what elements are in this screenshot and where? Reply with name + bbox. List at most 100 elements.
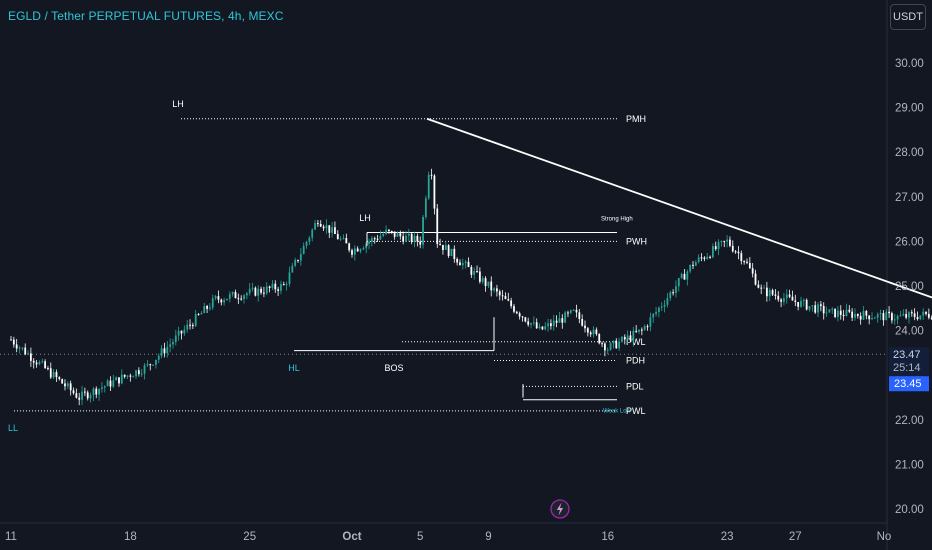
candle — [180, 330, 183, 340]
candle — [763, 284, 765, 289]
candle — [126, 375, 129, 379]
candle — [513, 303, 515, 314]
candle — [586, 326, 589, 337]
candle — [75, 388, 78, 399]
candle — [882, 310, 885, 326]
candle — [240, 295, 243, 301]
candle — [632, 326, 635, 347]
y-tick-label: 26.00 — [895, 236, 924, 248]
level-label: PDH — [626, 355, 645, 365]
currency-button[interactable]: USDT — [890, 4, 926, 30]
candle — [351, 248, 353, 258]
candles-layer — [10, 168, 932, 406]
candle — [271, 279, 274, 291]
candle — [86, 390, 89, 401]
candle — [615, 338, 618, 349]
candle — [66, 381, 69, 390]
candle — [72, 387, 75, 395]
x-tick-label: Oct — [342, 531, 361, 543]
candle — [328, 225, 331, 239]
trendline[interactable] — [426, 117, 932, 389]
candle — [10, 336, 12, 341]
candle — [822, 302, 825, 320]
candle — [524, 316, 527, 323]
candle — [399, 230, 402, 240]
candle — [194, 309, 197, 328]
candle — [353, 245, 356, 261]
candle — [405, 230, 407, 243]
candle — [558, 312, 561, 323]
candle — [220, 298, 223, 306]
candle — [473, 267, 476, 280]
candle — [55, 369, 58, 382]
candle — [365, 241, 368, 254]
candle — [680, 272, 683, 279]
candle — [211, 294, 214, 311]
x-tick-label: 9 — [485, 531, 491, 543]
candle — [703, 256, 706, 262]
candle — [132, 375, 135, 378]
candle — [538, 323, 541, 330]
candle — [191, 322, 194, 329]
x-tick-label: 27 — [789, 531, 802, 543]
time-axis[interactable]: 11 18 25 Oct 5 9 16 23 27 No — [5, 531, 891, 543]
candle — [18, 345, 21, 354]
lightning-icon[interactable] — [550, 499, 570, 519]
candle — [98, 388, 100, 401]
candle — [578, 309, 581, 324]
candle — [120, 369, 123, 385]
candle — [285, 281, 288, 291]
candle — [12, 336, 15, 348]
candle — [27, 350, 29, 356]
y-tick-label: 27.00 — [895, 192, 924, 204]
y-tick-label: 25.00 — [895, 281, 924, 293]
candle — [231, 291, 234, 297]
candle — [183, 325, 186, 336]
candle — [501, 290, 504, 301]
candle — [370, 235, 373, 247]
candle — [856, 313, 859, 319]
candle — [265, 282, 268, 295]
candle — [919, 315, 922, 321]
x-tick-label: 11 — [5, 531, 17, 543]
candle — [666, 292, 669, 308]
candle — [214, 295, 217, 301]
candle — [243, 293, 245, 304]
candle — [388, 229, 390, 234]
candle — [169, 338, 172, 353]
x-tick-label: 5 — [417, 531, 423, 543]
candle — [47, 365, 49, 371]
candle — [734, 250, 737, 254]
candle — [325, 219, 328, 234]
candle — [234, 289, 237, 299]
candle — [811, 305, 814, 312]
candle — [561, 314, 564, 329]
candle — [675, 280, 677, 298]
candle — [186, 319, 189, 333]
candle — [496, 284, 498, 297]
candle — [700, 253, 703, 262]
candle — [873, 316, 876, 319]
candle — [260, 286, 262, 295]
candle — [925, 311, 927, 316]
current-price-label: 23.45 — [894, 378, 922, 390]
candle — [794, 294, 797, 307]
level-label: PDL — [626, 381, 644, 391]
candle — [711, 243, 714, 259]
candle — [595, 327, 598, 336]
candle — [788, 289, 791, 299]
candle — [913, 308, 916, 321]
candle — [621, 335, 623, 343]
candle — [106, 378, 109, 387]
level-label: Strong High — [601, 216, 633, 222]
candle — [814, 301, 817, 314]
x-tick-label: 25 — [243, 531, 256, 543]
candle — [356, 246, 359, 252]
price-axis[interactable]: 30.0029.0028.0027.0026.0025.0024.0023.00… — [895, 58, 924, 516]
candle — [439, 238, 441, 246]
candle — [29, 347, 32, 367]
candle — [410, 231, 413, 245]
candle — [129, 373, 132, 382]
candle — [626, 330, 629, 344]
